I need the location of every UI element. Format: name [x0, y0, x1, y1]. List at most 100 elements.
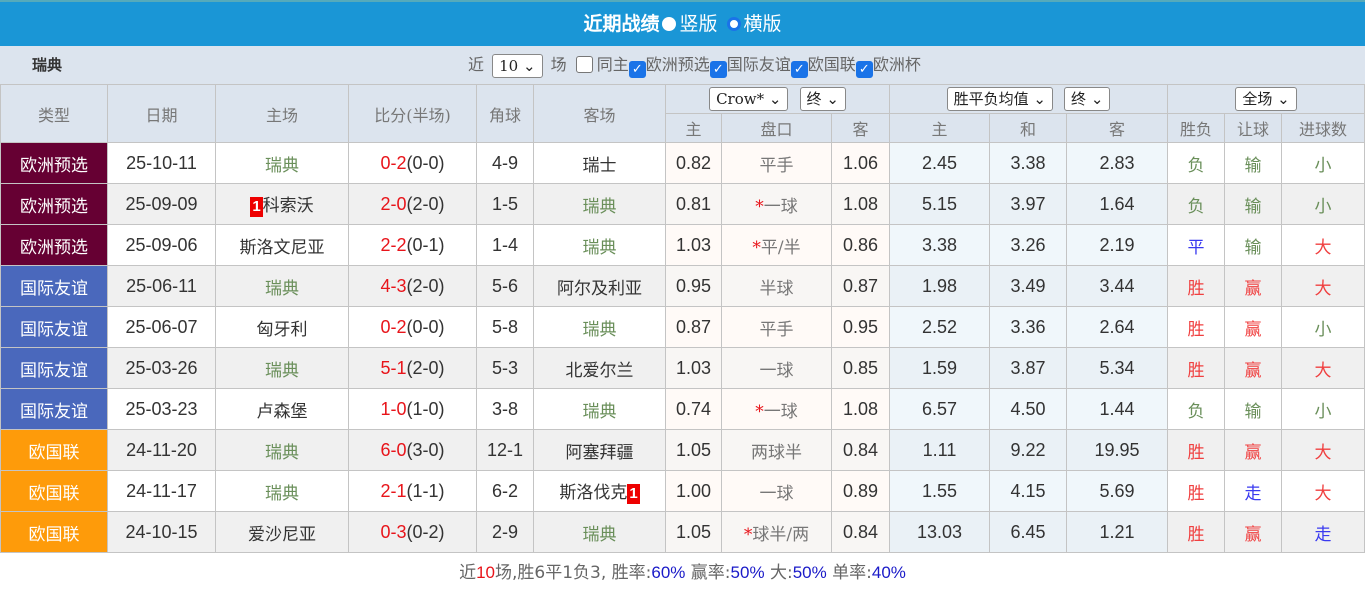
full-score: 2-0: [380, 193, 407, 214]
half-score: (2-0): [406, 357, 445, 378]
match-row[interactable]: 欧洲预选 25-09-09 1 科索沃 2-0(2-0) 1-5 瑞典 0.81 …: [0, 183, 1365, 225]
team-name[interactable]: 瑞典: [265, 155, 299, 176]
col-away: 客场: [533, 84, 666, 143]
match-row[interactable]: 欧国联 24-11-17 瑞典 2-1(1-1) 6-2 斯洛伐克 1 1.00 …: [0, 470, 1365, 512]
ah-result: 赢: [1224, 265, 1282, 307]
competition-type[interactable]: 欧洲预选: [0, 142, 108, 184]
company-select[interactable]: Crow* ⌄: [709, 87, 789, 111]
ah-line-value: 一球: [763, 196, 798, 217]
full-score: 0-2: [380, 152, 407, 173]
score[interactable]: 1-0(1-0): [348, 388, 477, 430]
match-row[interactable]: 国际友谊 25-06-11 瑞典 4-3(2-0) 5-6 阿尔及利亚 0.95…: [0, 265, 1365, 307]
team-name[interactable]: 瑞典: [582, 524, 617, 545]
corners: 1-5: [476, 183, 534, 225]
match-row[interactable]: 欧洲预选 25-09-06 斯洛文尼亚 2-2(0-1) 1-4 瑞典 1.03…: [0, 224, 1365, 266]
match-count-value: 10: [499, 56, 519, 75]
competition-type[interactable]: 欧洲预选: [0, 224, 108, 266]
competition-type[interactable]: 欧国联: [0, 429, 108, 471]
team-name[interactable]: 瑞典: [582, 237, 617, 258]
score[interactable]: 2-0(2-0): [348, 183, 477, 225]
team-name[interactable]: 瑞典: [582, 319, 617, 340]
score[interactable]: 0-2(0-0): [348, 142, 477, 184]
match-date: 25-09-09: [107, 183, 216, 225]
full-score: 6-0: [380, 439, 407, 460]
competition-type[interactable]: 国际友谊: [0, 306, 108, 348]
match-row[interactable]: 国际友谊 25-06-07 匈牙利 0-2(0-0) 5-8 瑞典 0.87 平…: [0, 306, 1365, 348]
euro-state-value: 终: [1071, 90, 1087, 108]
goals-result: 大: [1281, 429, 1365, 471]
ah-line: 一球: [721, 470, 832, 512]
ah-result: 输: [1224, 142, 1282, 184]
corners: 6-2: [476, 470, 534, 512]
score[interactable]: 4-3(2-0): [348, 265, 477, 307]
odds-state-select[interactable]: 终 ⌄: [799, 87, 846, 111]
team-name[interactable]: 科索沃: [262, 196, 314, 216]
team-name: 瑞典: [32, 56, 63, 74]
team-name[interactable]: 卢森堡: [256, 401, 308, 422]
option-horizontal-label[interactable]: 横版: [743, 13, 782, 35]
competition-checkbox[interactable]: ✓: [709, 61, 727, 78]
period-select[interactable]: 全场 ⌄: [1235, 87, 1297, 111]
competition-checkbox[interactable]: ✓: [628, 61, 646, 78]
score[interactable]: 0-2(0-0): [348, 306, 477, 348]
away-team: 瑞典: [533, 183, 666, 225]
competition-type[interactable]: 欧国联: [0, 511, 108, 553]
same-home-checkbox[interactable]: [575, 56, 593, 73]
team-name[interactable]: 斯洛伐克: [559, 483, 628, 503]
match-row[interactable]: 国际友谊 25-03-26 瑞典 5-1(2-0) 5-3 北爱尔兰 1.03 …: [0, 347, 1365, 389]
competition-type[interactable]: 欧洲预选: [0, 183, 108, 225]
team-name[interactable]: 瑞典: [265, 442, 299, 463]
team-name[interactable]: 瑞典: [265, 360, 299, 381]
team-name[interactable]: 瑞士: [582, 155, 617, 176]
team-name[interactable]: 瑞典: [265, 483, 299, 504]
ah-result: 赢: [1224, 347, 1282, 389]
match-row[interactable]: 欧洲预选 25-10-11 瑞典 0-2(0-0) 4-9 瑞士 0.82 平手…: [0, 142, 1365, 184]
team-name[interactable]: 匈牙利: [256, 319, 308, 340]
ah-line: 平手: [721, 306, 832, 348]
team-name[interactable]: 斯洛文尼亚: [239, 237, 325, 258]
ah-home-odds: 0.82: [665, 142, 722, 184]
team-name[interactable]: 阿塞拜疆: [565, 442, 634, 463]
eu-away-odds: 19.95: [1066, 429, 1168, 471]
col-type: 类型: [0, 84, 108, 143]
competition-type[interactable]: 国际友谊: [0, 265, 108, 307]
team-name[interactable]: 瑞典: [265, 278, 299, 299]
team-name[interactable]: 北爱尔兰: [565, 360, 634, 381]
score[interactable]: 5-1(2-0): [348, 347, 477, 389]
score[interactable]: 0-3(0-2): [348, 511, 477, 553]
ah-home-odds: 1.03: [665, 224, 722, 266]
wdl-result: 胜: [1167, 265, 1225, 307]
radio-horizontal[interactable]: [726, 17, 741, 31]
away-team: 瑞典: [533, 224, 666, 266]
match-row[interactable]: 国际友谊 25-03-23 卢森堡 1-0(1-0) 3-8 瑞典 0.74 *…: [0, 388, 1365, 430]
competition-checkbox[interactable]: ✓: [790, 61, 808, 78]
competition-type[interactable]: 国际友谊: [0, 388, 108, 430]
competition-type[interactable]: 欧国联: [0, 470, 108, 512]
match-count-select[interactable]: 10 ⌄: [492, 53, 543, 78]
euro-type-select[interactable]: 胜平负均值 ⌄: [946, 87, 1053, 111]
corners: 12-1: [476, 429, 534, 471]
score[interactable]: 2-1(1-1): [348, 470, 477, 512]
match-date: 25-10-11: [107, 142, 216, 184]
ah-line: *平/半: [721, 224, 832, 266]
team-name[interactable]: 阿尔及利亚: [557, 278, 642, 299]
eu-draw-odds: 4.15: [989, 470, 1067, 512]
competition-checkbox[interactable]: ✓: [855, 61, 873, 78]
team-name[interactable]: 瑞典: [582, 196, 617, 217]
match-row[interactable]: 欧国联 24-10-15 爱沙尼亚 0-3(0-2) 2-9 瑞典 1.05 *…: [0, 511, 1365, 553]
home-team: 卢森堡: [215, 388, 349, 430]
match-row[interactable]: 欧国联 24-11-20 瑞典 6-0(3-0) 12-1 阿塞拜疆 1.05 …: [0, 429, 1365, 471]
competition-type[interactable]: 国际友谊: [0, 347, 108, 389]
sub-wdl: 胜负: [1167, 113, 1225, 143]
option-vertical-label[interactable]: 竖版: [679, 13, 718, 35]
score[interactable]: 6-0(3-0): [348, 429, 477, 471]
wdl-result: 平: [1167, 224, 1225, 266]
euro-state-select[interactable]: 终 ⌄: [1064, 87, 1111, 111]
company-value: Crow*: [716, 90, 765, 108]
score[interactable]: 2-2(0-1): [348, 224, 477, 266]
radio-vertical[interactable]: [662, 17, 677, 31]
goals-result: 小: [1281, 388, 1365, 430]
team-name[interactable]: 爱沙尼亚: [248, 524, 316, 545]
team-name[interactable]: 瑞典: [582, 401, 617, 422]
match-date: 24-11-17: [107, 470, 216, 512]
